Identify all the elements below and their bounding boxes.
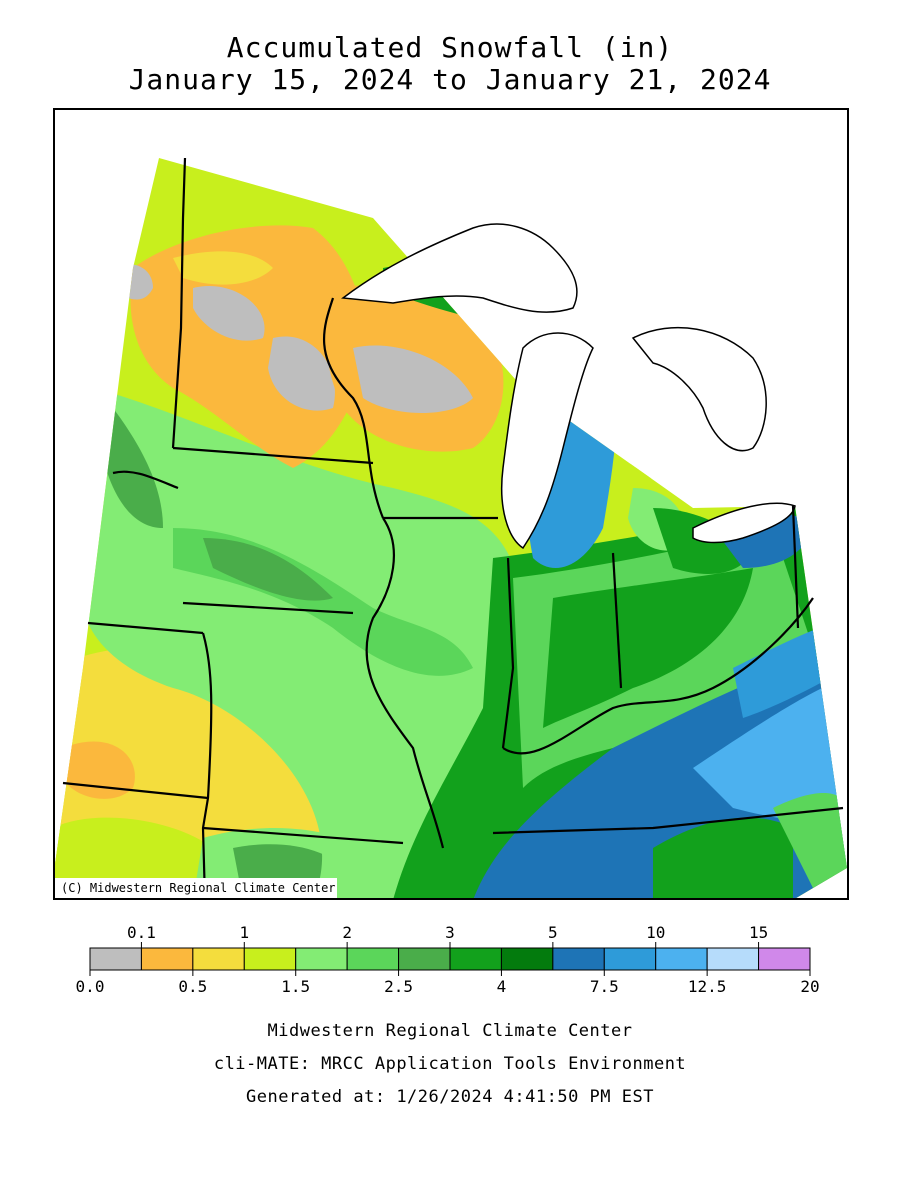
map-title: Accumulated Snowfall (in) <box>226 31 674 64</box>
border-mn-wi <box>322 297 385 519</box>
legend-bin <box>192 947 245 971</box>
legend-bin <box>140 947 194 971</box>
footer-org: Midwestern Regional Climate Center <box>267 1021 633 1041</box>
border-mn-ia <box>172 446 374 465</box>
copyright-box <box>55 878 337 898</box>
border-in-oh <box>611 552 623 689</box>
state-borders <box>62 157 844 900</box>
legend-top-label: 0.1 <box>127 923 156 942</box>
legend-bin <box>346 947 400 971</box>
border-ok-ks <box>62 781 209 800</box>
legend-bin <box>243 947 297 971</box>
border-ky-tn <box>492 806 844 835</box>
legend-bottom-label: 0.0 <box>76 977 105 996</box>
footer-tool: cli-MATE: MRCC Application Tools Environ… <box>213 1054 687 1074</box>
color-legend: 0.1 1 2 3 5 10 15 0.0 0.5 1.5 2.5 4 7.5 12.5 20 <box>76 923 820 996</box>
legend-top-labels: 0.1 1 2 3 5 10 15 <box>127 923 768 948</box>
snowfall-map: (C) Midwestern Regional Climate Center <box>53 108 849 900</box>
border-ks-mo <box>201 632 213 900</box>
border-il-in <box>501 557 515 749</box>
legend-bin <box>295 947 348 971</box>
legend-top-label: 2 <box>342 923 352 942</box>
legend-bottom-labels: 0.0 0.5 1.5 2.5 4 7.5 12.5 20 <box>76 970 820 996</box>
border-wv-oh <box>791 505 800 629</box>
map-copyright: (C) Midwestern Regional Climate Center <box>61 881 336 895</box>
legend-bottom-label: 1.5 <box>281 977 310 996</box>
legend-bin <box>500 947 554 971</box>
border-ks-ne <box>87 621 204 635</box>
map-subtitle: January 15, 2024 to January 21, 2024 <box>128 63 772 96</box>
legend-bottom-label: 20 <box>800 977 819 996</box>
legend-bottom-label: 2.5 <box>384 977 413 996</box>
border-ohio-river <box>502 597 814 755</box>
legend-top-label: 15 <box>749 923 768 942</box>
legend-bottom-label: 4 <box>497 977 507 996</box>
border-ia-mo <box>182 601 354 615</box>
shade-mn-grey <box>193 286 265 341</box>
legend-bin <box>603 947 657 971</box>
border-mo-ar <box>202 826 404 845</box>
lake-superior <box>341 223 578 313</box>
legend-top-label: 10 <box>646 923 665 942</box>
border-ne-sd <box>112 470 179 490</box>
shade-wi-grey <box>353 345 473 413</box>
map-frame <box>53 108 849 900</box>
legend-bin <box>89 947 142 971</box>
legend-bin <box>706 947 760 971</box>
lake-michigan <box>500 332 594 550</box>
legend-top-label: 5 <box>548 923 558 942</box>
legend-bin <box>758 947 811 971</box>
legend-bin <box>655 947 708 971</box>
legend-bins <box>89 947 811 971</box>
legend-bin <box>552 947 605 971</box>
legend-bin <box>449 947 502 971</box>
legend-bottom-label: 0.5 <box>178 977 207 996</box>
lake-huron <box>631 326 767 452</box>
legend-bottom-label: 12.5 <box>688 977 727 996</box>
snowfall-shading <box>53 158 847 900</box>
lake-erie <box>692 502 796 544</box>
great-lakes <box>341 223 796 550</box>
legend-bin <box>398 947 451 971</box>
border-mn-nd <box>171 157 187 449</box>
legend-top-label: 1 <box>239 923 249 942</box>
legend-bottom-label: 7.5 <box>590 977 619 996</box>
shade-central-green <box>81 388 523 900</box>
footer-generated: Generated at: 1/26/2024 4:41:50 PM EST <box>246 1087 654 1107</box>
legend-top-label: 3 <box>445 923 455 942</box>
border-mississippi <box>365 517 445 849</box>
